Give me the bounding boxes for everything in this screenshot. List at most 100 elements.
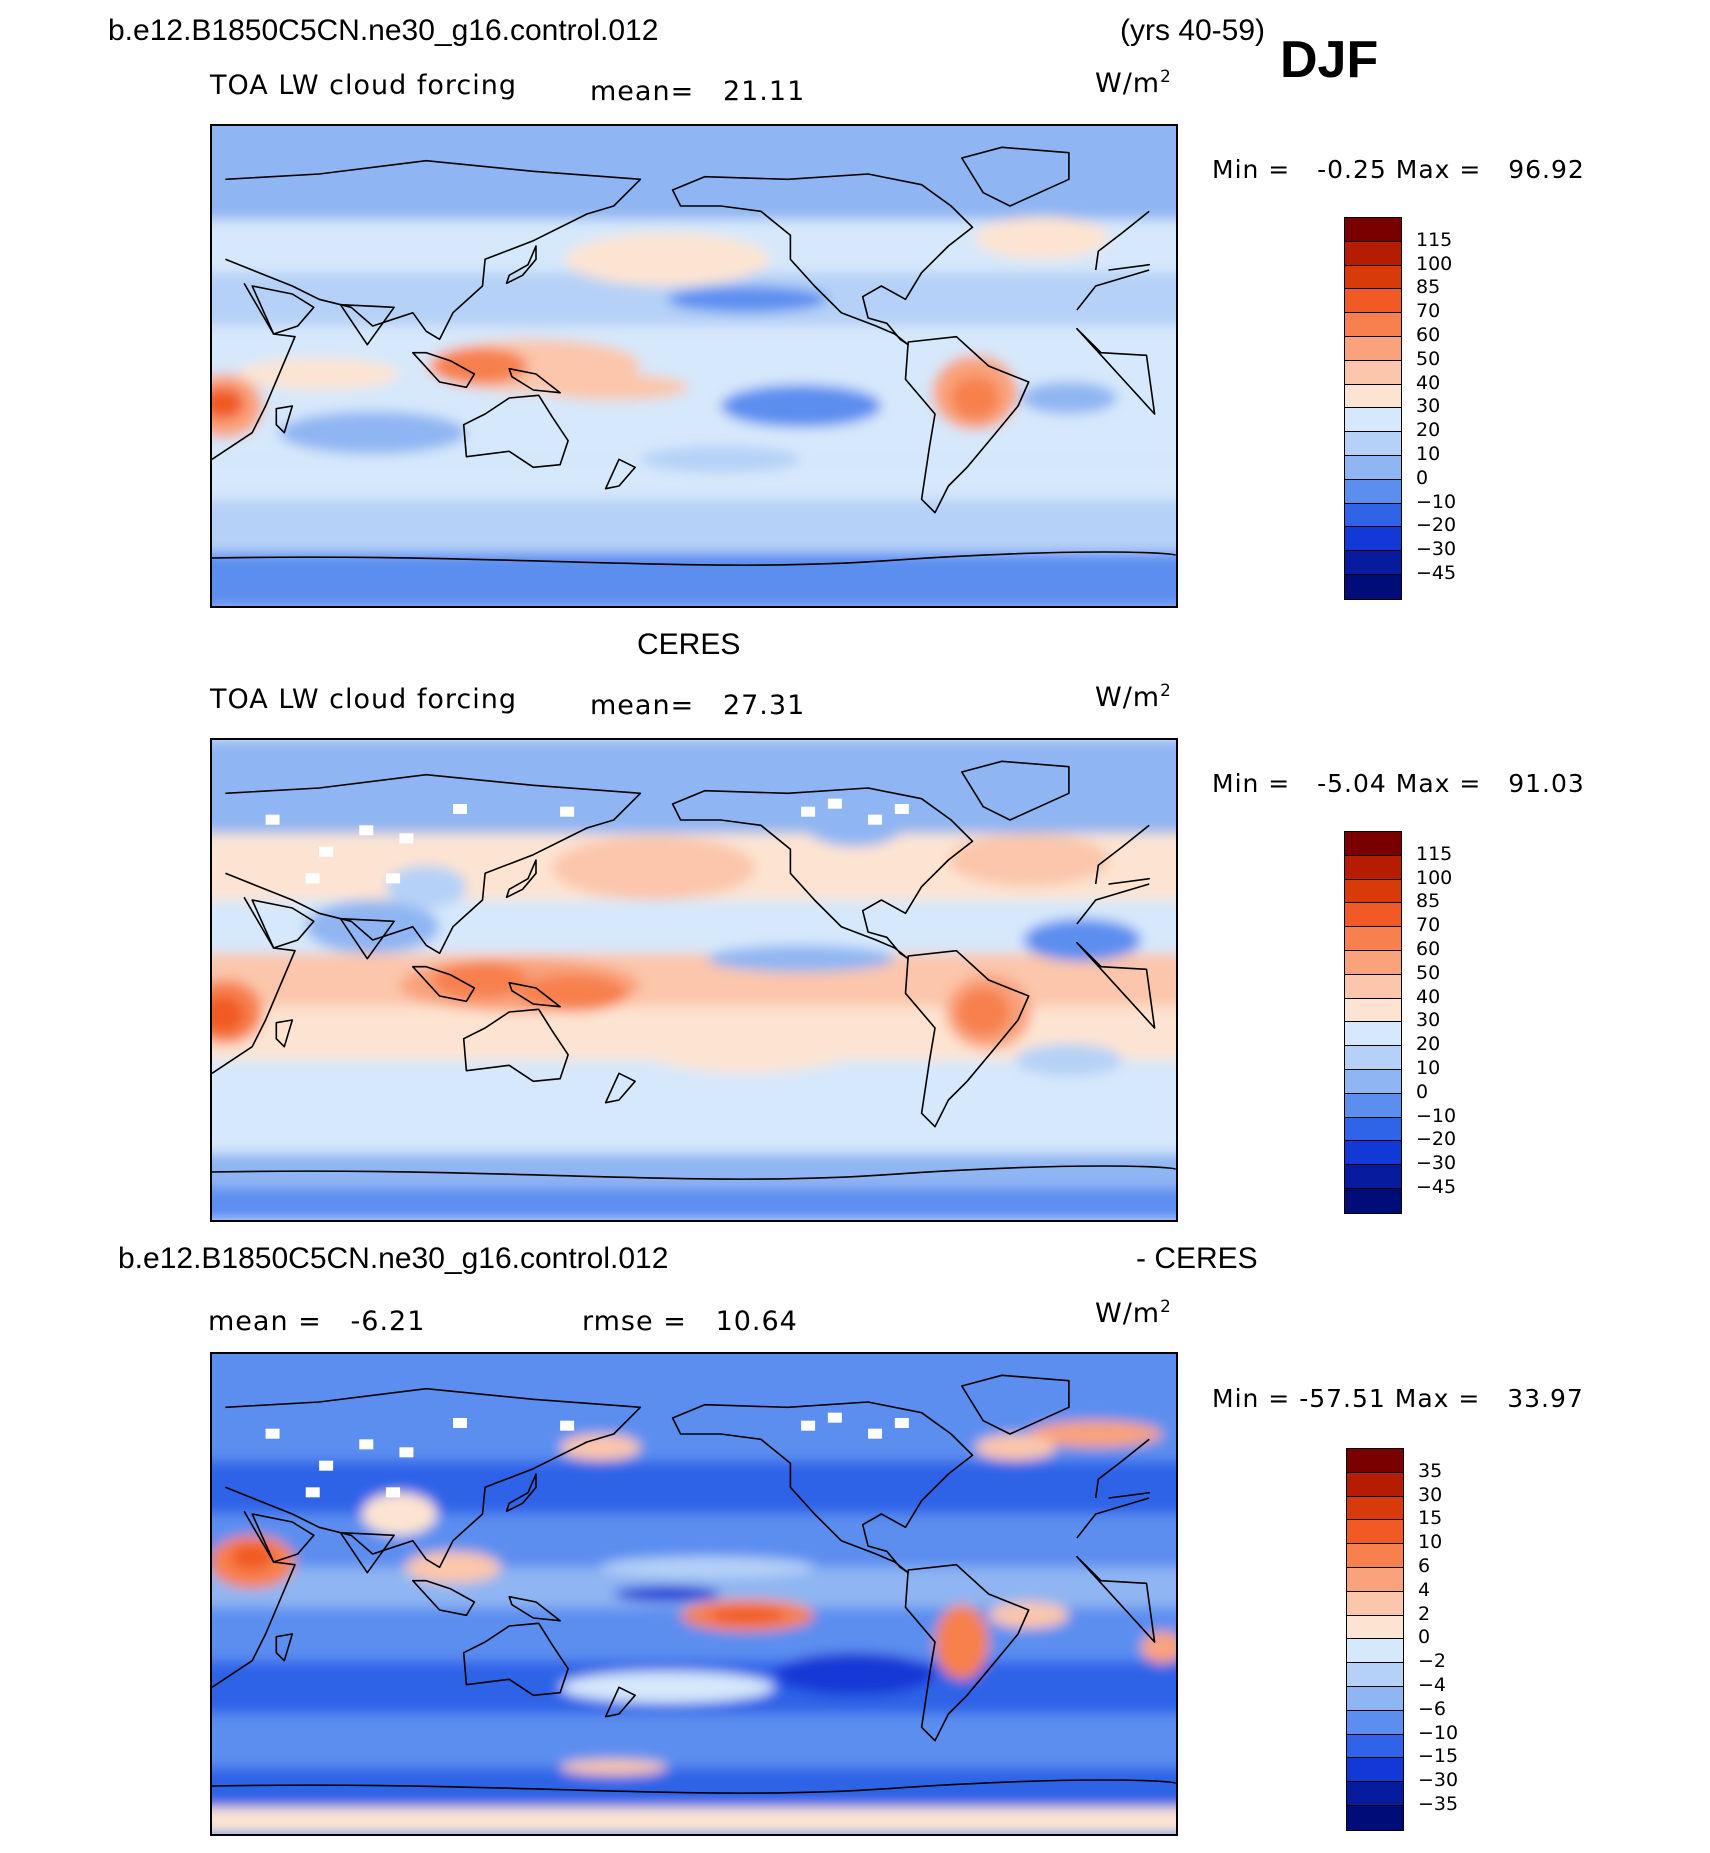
panel1-map <box>210 124 1178 608</box>
colorbar-tick-label: 85 <box>1416 890 1441 913</box>
coastline <box>961 1374 1070 1435</box>
missing-data-cell <box>894 804 909 814</box>
colorbar-tick-label: 10 <box>1418 1531 1443 1554</box>
field-anomaly <box>975 1434 1056 1461</box>
missing-data-cell <box>801 1420 816 1431</box>
colorbar-swatch <box>1344 1116 1402 1143</box>
colorbar-tick-label: 60 <box>1416 324 1441 346</box>
panel2-variable: TOA LW cloud forcing <box>210 684 517 715</box>
colorbar-tick-label: 115 <box>1416 228 1453 251</box>
colorbar-swatch <box>1346 1567 1404 1593</box>
zonal-band <box>212 953 1176 1007</box>
colorbar-tick-label: 0 <box>1416 466 1429 489</box>
colorbar-swatch <box>1344 950 1402 976</box>
coastline <box>505 245 537 285</box>
colorbar-swatch <box>1346 1495 1404 1522</box>
coastline <box>604 458 636 490</box>
colorbar-swatch <box>1344 288 1402 315</box>
colorbar-tick-label: 0 <box>1416 1080 1429 1103</box>
colorbar-swatch <box>1344 1092 1402 1119</box>
field-anomaly <box>230 1543 274 1570</box>
coastline <box>412 351 476 389</box>
colorbar-tick-label: −10 <box>1416 490 1457 513</box>
coastline <box>212 1497 1156 1688</box>
coastline <box>251 1513 315 1563</box>
panel2-mean: mean= 27.31 <box>590 690 806 721</box>
field-anomaly <box>975 216 1110 260</box>
colorbar-swatch <box>1346 1638 1404 1665</box>
field-anomaly <box>519 974 628 1012</box>
colorbar-tick-label: 30 <box>1416 1009 1441 1032</box>
field-anomaly <box>212 996 245 1034</box>
missing-data-cell <box>453 804 467 814</box>
colorbar-swatch <box>1344 926 1402 952</box>
colorbar-tick-label: 0 <box>1418 1626 1431 1649</box>
missing-data-cell <box>265 1428 280 1439</box>
colorbar-swatch <box>1346 1662 1404 1688</box>
colorbar-tick-label: 2 <box>1418 1602 1431 1625</box>
colorbar-swatch <box>1344 831 1402 857</box>
colorbar-tick-label: 60 <box>1416 938 1441 960</box>
colorbar-tick-label: 50 <box>1416 347 1441 370</box>
colorbar-swatch <box>1344 526 1402 553</box>
field-anomaly <box>667 286 828 313</box>
coastline <box>671 173 974 346</box>
missing-data-cell <box>868 1428 883 1439</box>
field-anomaly <box>305 900 440 954</box>
colorbar-tick-label: −45 <box>1416 1176 1457 1198</box>
colorbar-tick-label: 6 <box>1418 1555 1431 1577</box>
colorbar-swatch <box>1344 478 1402 505</box>
field-anomaly <box>1023 918 1142 962</box>
coastline <box>275 1633 294 1662</box>
colorbar-swatch <box>1344 455 1402 481</box>
panel3-map <box>210 1352 1178 1836</box>
field-anomaly <box>774 1652 936 1696</box>
coastline <box>225 773 1150 955</box>
colorbar-swatch <box>1346 1709 1404 1736</box>
missing-data-cell <box>265 814 280 825</box>
field-anomaly <box>951 376 1000 420</box>
field-anomaly <box>431 347 528 385</box>
colorbar-tick-label: 15 <box>1418 1507 1443 1530</box>
field-anomaly <box>1020 382 1118 414</box>
colorbar-tick-label: 115 <box>1416 842 1453 865</box>
colorbar-swatch <box>1344 336 1402 362</box>
panel3-rmse: rmse = 10.64 <box>582 1306 798 1337</box>
colorbar-tick-label: −45 <box>1416 562 1457 584</box>
zonal-band <box>212 1460 1176 1514</box>
map-canvas <box>212 740 1176 1220</box>
field-anomaly <box>613 1586 721 1602</box>
coastline <box>961 760 1070 821</box>
coastline <box>604 1686 636 1718</box>
missing-data-cell <box>305 873 320 884</box>
coastline <box>604 1072 636 1104</box>
colorbar-swatch <box>1344 878 1402 905</box>
coastline <box>508 981 561 1008</box>
map-canvas <box>212 1354 1176 1834</box>
colorbar-tick-label: −20 <box>1416 514 1457 537</box>
colorbar-tick-label: −4 <box>1418 1674 1447 1696</box>
coastline <box>904 1563 1030 1742</box>
missing-data-cell <box>399 833 414 844</box>
panel3-mean: mean = -6.21 <box>208 1306 426 1337</box>
coastline <box>212 883 1156 1074</box>
zonal-band <box>212 1767 1176 1808</box>
coastline-antarctica <box>212 551 1176 566</box>
colorbar-swatch <box>1346 1614 1404 1641</box>
coastline <box>505 859 537 899</box>
field-anomaly <box>948 833 1110 887</box>
field-anomaly <box>560 1434 641 1461</box>
colorbar-swatch <box>1344 1069 1402 1095</box>
coastline <box>339 303 395 346</box>
colorbar-tick-label: −20 <box>1416 1128 1457 1151</box>
field-anomaly <box>600 1556 815 1578</box>
colorbar-swatch <box>1346 1543 1404 1569</box>
field-anomaly <box>710 1607 786 1624</box>
coastline <box>275 405 294 434</box>
colorbar-swatch <box>1344 574 1402 600</box>
colorbar-swatch <box>1344 264 1402 291</box>
coastline <box>904 335 1030 514</box>
coastline <box>904 949 1030 1128</box>
case-title: b.e12.B1850C5CN.ne30_g16.control.012 <box>108 14 659 47</box>
colorbar-swatch <box>1344 502 1402 529</box>
